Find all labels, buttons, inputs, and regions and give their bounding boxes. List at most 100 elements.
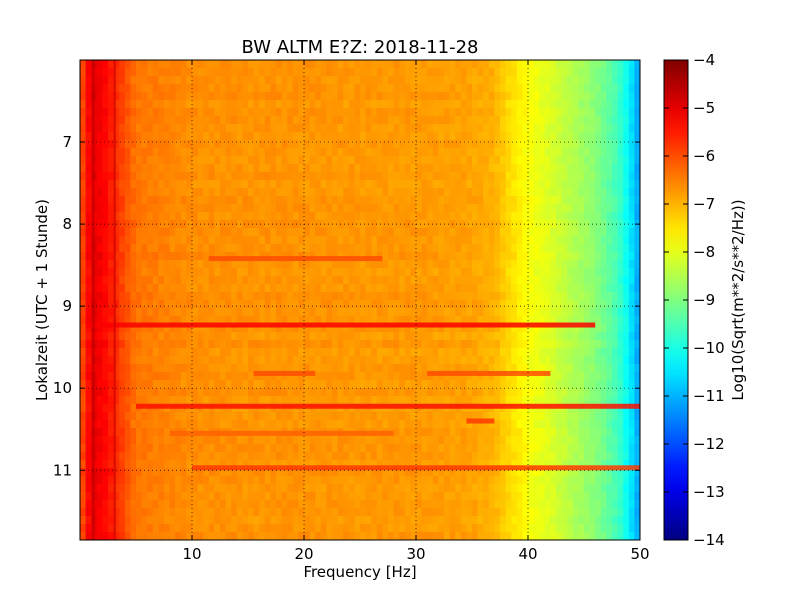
heatmap-cell (394, 92, 400, 101)
heatmap-cell (506, 284, 512, 293)
heatmap-cell (601, 212, 607, 221)
heatmap-cell (343, 172, 349, 181)
heatmap-cell (500, 356, 506, 365)
heatmap-cell (287, 308, 293, 317)
heatmap-cell (394, 156, 400, 165)
heatmap-cell (405, 108, 411, 117)
heatmap-cell (192, 436, 198, 445)
heatmap-cell (175, 140, 181, 149)
heatmap-cell (416, 60, 422, 69)
heatmap-cell (220, 436, 226, 445)
heatmap-cell (377, 156, 383, 165)
heatmap-cell (304, 276, 310, 285)
heatmap-cell (360, 92, 366, 101)
heatmap-cell (164, 172, 170, 181)
heatmap-cell (450, 188, 456, 197)
heatmap-cell (455, 428, 461, 437)
heatmap-cell (175, 396, 181, 405)
heatmap-cell (259, 116, 265, 125)
heatmap-cell (192, 100, 198, 109)
heatmap-cell (214, 84, 220, 93)
heatmap-cell (343, 132, 349, 141)
heatmap-cell (629, 140, 635, 149)
heatmap-cell (136, 68, 142, 77)
heatmap-cell (612, 348, 618, 357)
heatmap-cell (237, 332, 243, 341)
heatmap-cell (108, 164, 114, 173)
heatmap-cell (276, 244, 282, 253)
heatmap-cell (86, 260, 92, 269)
heatmap-cell (612, 308, 618, 317)
heatmap-cell (86, 228, 92, 237)
heatmap-cell (102, 268, 108, 277)
heatmap-cell (108, 428, 114, 437)
heatmap-cell (478, 180, 484, 189)
heatmap-cell (136, 396, 142, 405)
heatmap-cell (282, 140, 288, 149)
heatmap-cell (483, 308, 489, 317)
heatmap-cell (130, 300, 136, 309)
heatmap-cell (394, 364, 400, 373)
heatmap-cell (80, 140, 86, 149)
heatmap-cell (136, 308, 142, 317)
heatmap-cell (170, 244, 176, 253)
heatmap-cell (399, 348, 405, 357)
heatmap-cell (203, 236, 209, 245)
heatmap-cell (466, 212, 472, 221)
heatmap-cell (618, 356, 624, 365)
heatmap-cell (181, 108, 187, 117)
heatmap-cell (209, 156, 215, 165)
heatmap-cell (590, 204, 596, 213)
heatmap-cell (158, 132, 164, 141)
heatmap-cell (573, 236, 579, 245)
heatmap-cell (102, 108, 108, 117)
heatmap-cell (248, 188, 254, 197)
heatmap-cell (528, 204, 534, 213)
heatmap-cell (214, 388, 220, 397)
heatmap-cell (220, 332, 226, 341)
heatmap-cell (394, 140, 400, 149)
heatmap-cell (321, 356, 327, 365)
heatmap-cell (214, 396, 220, 405)
heatmap-cell (629, 428, 635, 437)
heatmap-cell (147, 148, 153, 157)
heatmap-cell (606, 60, 612, 69)
heatmap-cell (450, 196, 456, 205)
heatmap-cell (416, 380, 422, 389)
heatmap-cell (545, 60, 551, 69)
heatmap-cell (528, 124, 534, 133)
heatmap-cell (427, 388, 433, 397)
heatmap-cell (450, 356, 456, 365)
heatmap-cell (321, 84, 327, 93)
heatmap-cell (147, 396, 153, 405)
heatmap-cell (226, 236, 232, 245)
heatmap-cell (203, 244, 209, 253)
heatmap-cell (310, 452, 316, 461)
heatmap-cell (517, 412, 523, 421)
heatmap-cell (444, 332, 450, 341)
heatmap-cell (377, 260, 383, 269)
heatmap-cell (338, 108, 344, 117)
heatmap-cell (125, 204, 131, 213)
heatmap-cell (534, 84, 540, 93)
heatmap-cell (405, 292, 411, 301)
heatmap-cell (629, 76, 635, 85)
heatmap-cell (198, 260, 204, 269)
heatmap-cell (226, 172, 232, 181)
heatmap-cell (528, 292, 534, 301)
heatmap-cell (500, 284, 506, 293)
heatmap-cell (310, 132, 316, 141)
heatmap-cell (500, 140, 506, 149)
heatmap-cell (343, 420, 349, 429)
heatmap-cell (500, 100, 506, 109)
heatmap-cell (444, 108, 450, 117)
heatmap-cell (226, 340, 232, 349)
heatmap-cell (511, 156, 517, 165)
heatmap-cell (304, 228, 310, 237)
heatmap-cell (119, 84, 125, 93)
heatmap-cell (394, 420, 400, 429)
heatmap-cell (567, 396, 573, 405)
heatmap-cell (242, 124, 248, 133)
heatmap-cell (130, 84, 136, 93)
heatmap-cell (567, 364, 573, 373)
